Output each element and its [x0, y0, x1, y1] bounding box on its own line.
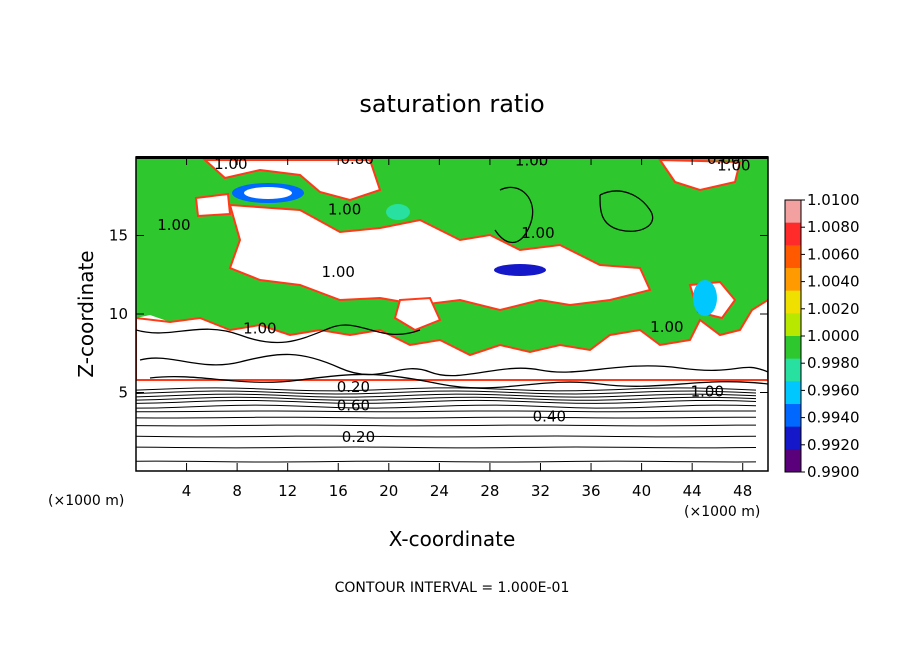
stratum-contour [136, 390, 757, 395]
x-tick-label: 24 [430, 482, 449, 500]
contour-label: 0.60 [707, 150, 740, 168]
colorbar-swatch [785, 313, 801, 337]
stratum-contour [136, 416, 757, 419]
stratum-contour [136, 404, 757, 409]
x-tick-label: 28 [480, 482, 499, 500]
stratum-contour [136, 410, 757, 413]
stratum-contour [136, 399, 757, 404]
colorbar-label: 1.0100 [807, 191, 860, 209]
stratum-contour [136, 393, 757, 398]
y-axis: 5 10 15 [109, 227, 768, 402]
x-axis: 4 8 12 16 20 24 28 32 36 40 44 48 [182, 157, 752, 500]
x-tick-label: 12 [278, 482, 297, 500]
stratum-contour [136, 424, 757, 427]
colorbar-label: 1.0040 [807, 273, 860, 291]
x-tick-label: 8 [232, 482, 242, 500]
y-tick-label: 15 [109, 227, 128, 245]
contour-label: 1.00 [521, 224, 554, 242]
colorbar-label: 1.0080 [807, 218, 860, 236]
colorbar-swatch [785, 449, 801, 473]
x-tick-label: 4 [182, 482, 192, 500]
stratum-contour [136, 460, 757, 463]
contour-label: 0.20 [342, 428, 375, 446]
colorbar-swatch [785, 404, 801, 428]
x-tick-label: 36 [581, 482, 600, 500]
x-tick-label: 32 [531, 482, 550, 500]
colorbar-swatch [785, 268, 801, 292]
contour-label: 0.60 [337, 397, 370, 415]
x-tick-label: 44 [683, 482, 702, 500]
x-tick-label: 16 [329, 482, 348, 500]
colorbar-label: 0.9960 [807, 381, 860, 399]
colorbar-label: 1.0000 [807, 327, 860, 345]
subsaturated-pockets [136, 158, 768, 381]
contour-label: 1.00 [322, 263, 355, 281]
plot-area: 1.00 0.80 1.00 0.601.001.001.00 1.001.001.00… [136, 150, 768, 471]
stratum-contour [136, 396, 757, 401]
contour-label: 1.00 [243, 320, 276, 338]
contour-label: 0.40 [533, 408, 566, 426]
colorbar-swatch [785, 426, 801, 450]
deficit-patches [232, 183, 717, 316]
contour-label: 0.20 [337, 378, 370, 396]
contour-interval-note: CONTOUR INTERVAL = 1.000E-01 [335, 580, 570, 596]
colorbar-swatch [785, 222, 801, 246]
lower-contours [136, 387, 757, 463]
contour-label: 1.00 [328, 200, 361, 218]
colorbar-label: 0.9920 [807, 436, 860, 454]
x-tick-label: 40 [632, 482, 651, 500]
x-unit-label: (×1000 m) [684, 504, 760, 520]
contour-label: 1.00 [515, 152, 548, 170]
stratum-contour [136, 446, 757, 449]
colorbar-swatch [785, 290, 801, 314]
colorbar-swatch [785, 358, 801, 382]
y-tick-label: 10 [109, 305, 128, 323]
colorbar-label: 0.9940 [807, 409, 860, 427]
y-unit-label: (×1000 m) [48, 493, 124, 509]
stratum-contour [136, 387, 757, 392]
y-tick-label: 5 [118, 384, 128, 402]
colorbar: 1.0100 1.0080 1.0060 1.0040 1.0020 1.0000 0.99… [784, 191, 860, 481]
colorbar-label: 0.9980 [807, 354, 860, 372]
contour-label: 1.00 [214, 155, 247, 173]
x-axis-label: X-coordinate [389, 527, 516, 551]
colorbar-swatch [785, 381, 801, 405]
colorbar-label: 1.0020 [807, 300, 860, 318]
stratum-contour [136, 435, 757, 438]
colorbar-label: 1.0060 [807, 245, 860, 263]
colorbar-label: 0.9900 [807, 463, 860, 481]
mid-contours [136, 186, 768, 389]
colorbar-swatch [785, 245, 801, 269]
contour-label: 1.00 [157, 216, 190, 234]
y-axis-label: Z-coordinate [74, 250, 98, 377]
chart-title: saturation ratio [359, 90, 544, 118]
colorbar-swatch [785, 200, 801, 224]
contour-label: 0.80 [340, 150, 373, 168]
contour-label: 1.00 [691, 383, 724, 401]
contour-label: 1.00 [717, 156, 750, 174]
contour-labels: 1.00 0.80 1.00 0.601.001.001.00 1.001.001.00… [157, 150, 750, 446]
x-tick-label: 20 [379, 482, 398, 500]
colorbar-swatch [785, 336, 801, 360]
contour-label: 1.00 [650, 318, 683, 336]
x-tick-label: 48 [733, 482, 752, 500]
